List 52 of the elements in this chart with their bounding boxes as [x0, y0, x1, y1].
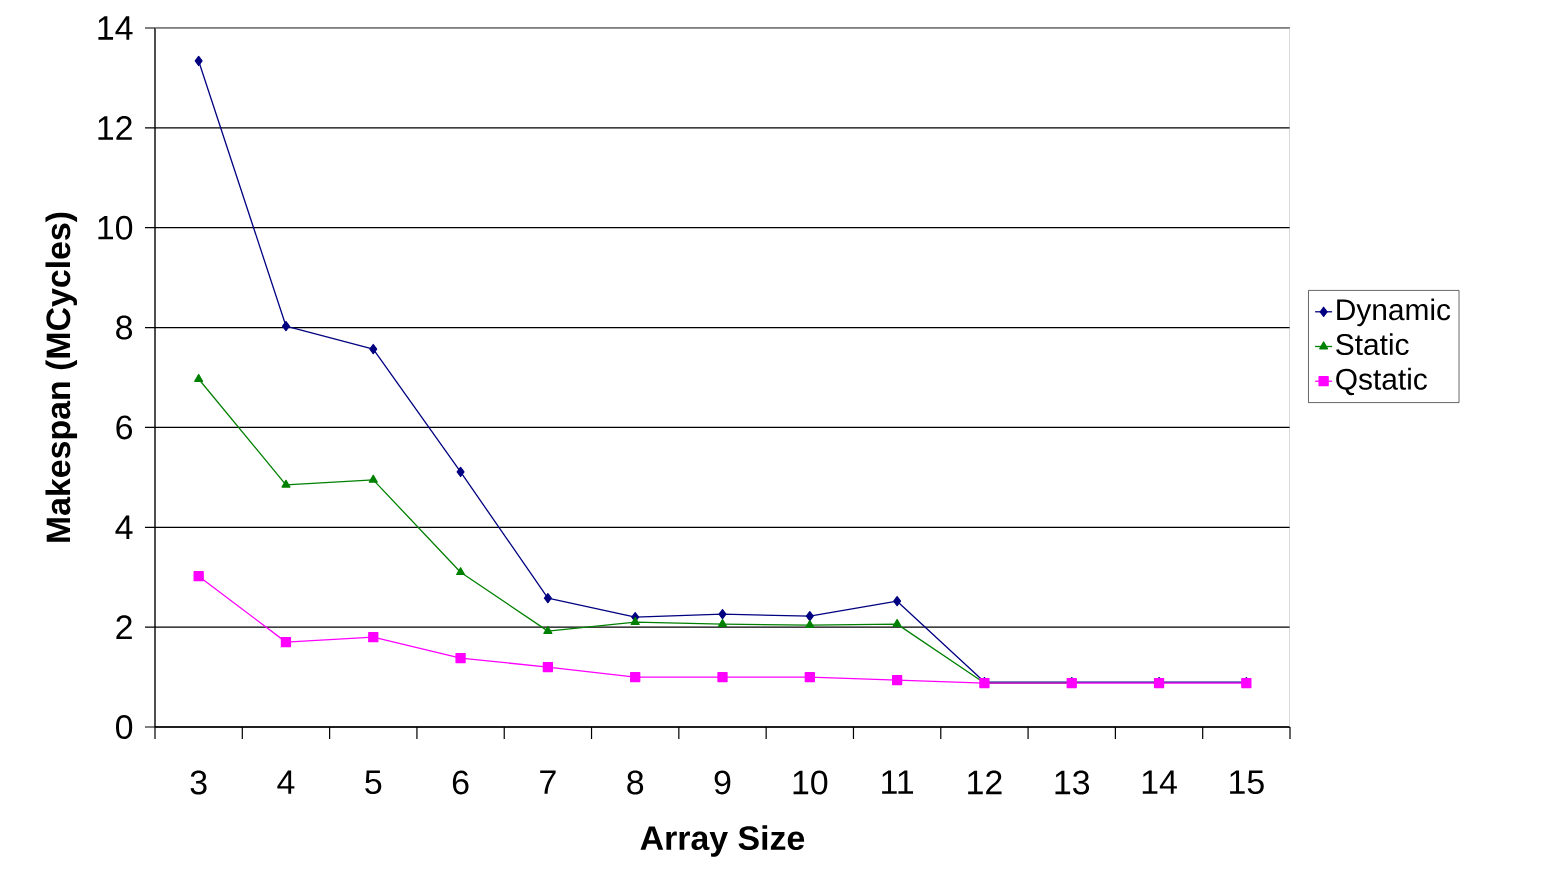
point: [456, 567, 466, 576]
legend-label: Dynamic: [1337, 298, 1451, 327]
point: [718, 609, 727, 620]
x-tick-label: 7: [540, 770, 556, 794]
point: [281, 479, 291, 488]
y-tick-label: 14: [98, 16, 133, 40]
x-tick-label: 5: [365, 770, 382, 795]
legend-label: Qstatic: [1336, 367, 1427, 396]
point: [456, 466, 465, 478]
point: [369, 343, 378, 355]
point: [193, 571, 204, 582]
point: [542, 661, 554, 673]
point: [805, 611, 814, 622]
y-axis-title: Makespan (MCycles): [45, 212, 78, 542]
y-tick-label: 12: [98, 116, 132, 140]
x-tick-label: 14: [1142, 770, 1177, 794]
x-tick-label: 12: [968, 770, 1002, 795]
y-tick-label: 10: [98, 215, 133, 240]
x-tick-label: 6: [452, 770, 469, 795]
point: [892, 618, 902, 628]
point: [281, 320, 290, 332]
point: [194, 373, 204, 382]
x-tick-label: 8: [627, 770, 644, 795]
y-tick-label: 6: [116, 415, 133, 440]
point: [194, 55, 203, 67]
x-tick-label: 13: [1055, 770, 1090, 795]
point: [893, 596, 902, 607]
x-tick-label: 11: [882, 770, 914, 794]
point: [717, 618, 728, 628]
x-tick-label: 4: [277, 770, 295, 794]
point: [455, 652, 466, 664]
point: [543, 593, 552, 604]
point: [280, 636, 292, 648]
point: [368, 631, 379, 643]
point: [717, 671, 728, 683]
x-tick-label: 3: [190, 770, 207, 795]
point: [891, 674, 903, 686]
point: [630, 671, 641, 683]
y-tick-label: 4: [115, 515, 133, 539]
y-tick-label: 2: [116, 615, 132, 639]
point: [805, 619, 815, 629]
point: [368, 474, 378, 483]
x-tick-label: 9: [714, 770, 731, 795]
legend-label: Static: [1336, 333, 1409, 356]
x-tick-label: 15: [1230, 770, 1264, 795]
x-tick-label: 10: [793, 770, 828, 795]
point: [543, 625, 553, 635]
y-tick-label: 0: [116, 715, 133, 739]
point: [804, 671, 815, 683]
x-axis-title: Array Size: [640, 825, 805, 857]
point: [630, 617, 640, 626]
y-tick-label: 8: [116, 315, 133, 340]
